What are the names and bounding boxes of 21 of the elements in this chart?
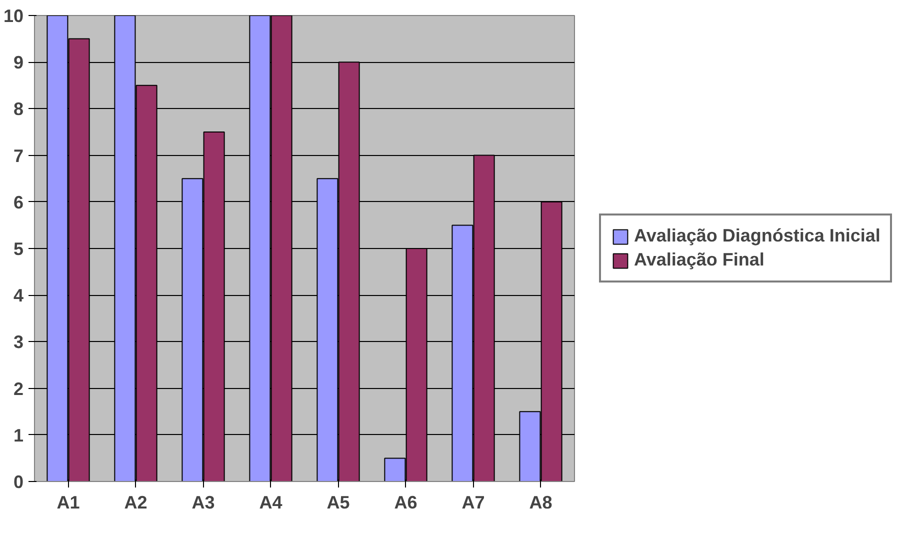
y-tick-label: 10 bbox=[3, 6, 24, 26]
y-tick-label: 2 bbox=[13, 378, 24, 399]
x-tick-label: A5 bbox=[326, 492, 350, 512]
y-tick-label: 4 bbox=[13, 286, 24, 306]
y-tick-label: 9 bbox=[13, 52, 24, 73]
x-tick-label: A7 bbox=[462, 492, 485, 512]
legend-label: Avaliação Diagnóstica Inicial bbox=[634, 226, 880, 246]
y-tick-label: 0 bbox=[13, 472, 24, 492]
y-tick-label: 5 bbox=[13, 239, 24, 259]
x-tick-label: A6 bbox=[394, 492, 418, 512]
y-tick-label: 6 bbox=[13, 192, 24, 212]
y-tick-label: 1 bbox=[13, 425, 24, 446]
x-tick-label: A3 bbox=[192, 492, 215, 512]
x-tick-label: A8 bbox=[529, 492, 552, 512]
y-tick-label: 3 bbox=[13, 332, 24, 352]
y-tick-label: 7 bbox=[13, 146, 24, 166]
y-tick-label: 8 bbox=[13, 99, 24, 120]
legend-label: Avaliação Final bbox=[634, 250, 764, 270]
x-tick-label: A1 bbox=[56, 492, 80, 512]
x-tick-label: A2 bbox=[124, 492, 148, 512]
x-tick-label: A4 bbox=[259, 492, 282, 512]
